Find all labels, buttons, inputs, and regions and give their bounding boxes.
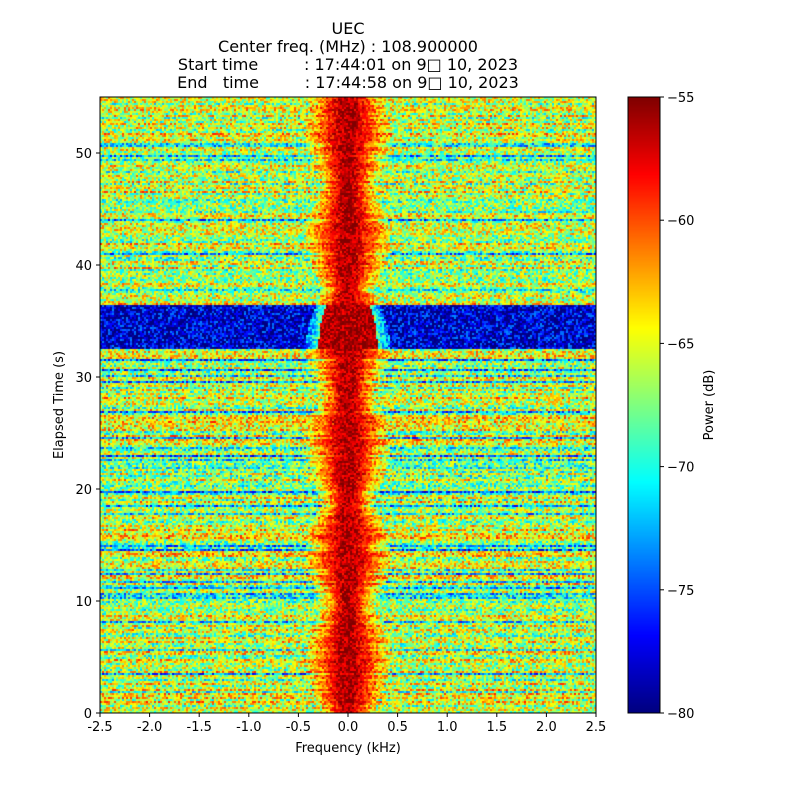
spectrogram-heatmap — [100, 97, 596, 713]
x-tick-label: -0.5 — [286, 720, 311, 735]
x-axis-label: Frequency (kHz) — [295, 741, 401, 756]
y-tick-label: 0 — [84, 707, 92, 722]
colorbar-tick-label: −65 — [667, 337, 694, 352]
chart-subtitle-end-time: End time : 17:44:58 on 9□ 10, 2023 — [177, 73, 519, 92]
chart-title: UEC — [331, 19, 365, 38]
y-tick-label: 40 — [75, 259, 92, 274]
colorbar-tick-label: −55 — [667, 91, 694, 106]
x-tick-label: -2.5 — [87, 720, 112, 735]
x-tick-label: 1.0 — [437, 720, 458, 735]
colorbar-tick-label: −60 — [667, 214, 694, 229]
colorbar-tick-label: −75 — [667, 584, 694, 599]
y-tick-label: 20 — [75, 483, 92, 498]
y-tick-label: 30 — [75, 371, 92, 386]
chart-subtitle-start-time: Start time : 17:44:01 on 9□ 10, 2023 — [177, 55, 519, 74]
x-tick-label: -2.0 — [137, 720, 162, 735]
colorbar-gradient — [628, 97, 660, 713]
y-axis-label: Elapsed Time (s) — [52, 351, 67, 459]
x-tick-label: 1.5 — [486, 720, 507, 735]
colorbar-label: Power (dB) — [702, 370, 717, 441]
colorbar-tick-label: −70 — [667, 461, 694, 476]
x-tick-label: -1.5 — [187, 720, 212, 735]
y-tick-label: 50 — [75, 147, 92, 162]
x-tick-label: 0.5 — [387, 720, 408, 735]
x-tick-label: 2.5 — [586, 720, 607, 735]
colorbar-frame — [627, 96, 661, 714]
y-tick-label: 10 — [75, 595, 92, 610]
plot-frame — [99, 96, 597, 714]
chart-subtitle-center-freq: Center freq. (MHz) : 108.900000 — [218, 37, 478, 56]
x-tick-label: 2.0 — [536, 720, 557, 735]
x-tick-label: -1.0 — [236, 720, 261, 735]
colorbar-tick-label: −80 — [667, 707, 694, 722]
x-tick-label: 0.0 — [338, 720, 359, 735]
